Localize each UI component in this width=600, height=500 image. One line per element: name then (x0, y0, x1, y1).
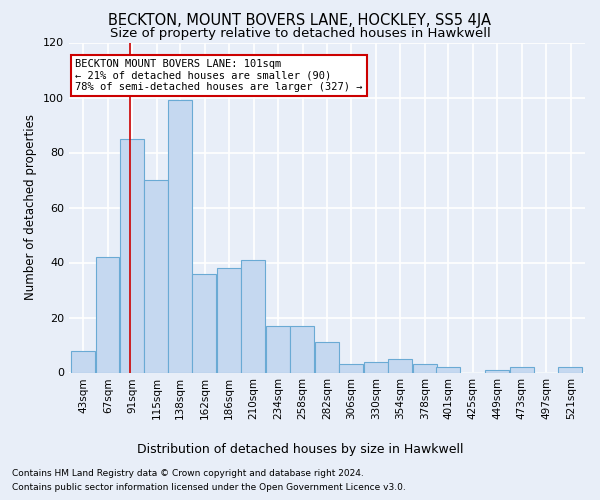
Bar (217, 268, 241, 372)
Bar (485, 370, 509, 372)
Bar (509, 367, 533, 372)
Bar (266, 326, 290, 372)
Bar (120, 138, 144, 372)
Text: Contains public sector information licensed under the Open Government Licence v3: Contains public sector information licen… (12, 484, 406, 492)
Bar (364, 362, 388, 372)
Bar (145, 180, 169, 372)
Text: BECKTON, MOUNT BOVERS LANE, HOCKLEY, SS5 4JA: BECKTON, MOUNT BOVERS LANE, HOCKLEY, SS5… (109, 12, 491, 28)
Y-axis label: Number of detached properties: Number of detached properties (25, 114, 37, 300)
Bar (168, 100, 192, 372)
Bar (290, 326, 314, 372)
Bar (339, 364, 363, 372)
Bar (413, 364, 437, 372)
Bar (315, 342, 339, 372)
Bar (241, 260, 265, 372)
Bar (71, 350, 95, 372)
Text: Size of property relative to detached houses in Hawkwell: Size of property relative to detached ho… (110, 28, 490, 40)
Text: Distribution of detached houses by size in Hawkwell: Distribution of detached houses by size … (137, 442, 463, 456)
Bar (95, 257, 119, 372)
Text: Contains HM Land Registry data © Crown copyright and database right 2024.: Contains HM Land Registry data © Crown c… (12, 468, 364, 477)
Bar (388, 359, 412, 372)
Bar (193, 274, 217, 372)
Bar (559, 367, 583, 372)
Text: BECKTON MOUNT BOVERS LANE: 101sqm
← 21% of detached houses are smaller (90)
78% : BECKTON MOUNT BOVERS LANE: 101sqm ← 21% … (75, 59, 362, 92)
Bar (436, 367, 460, 372)
